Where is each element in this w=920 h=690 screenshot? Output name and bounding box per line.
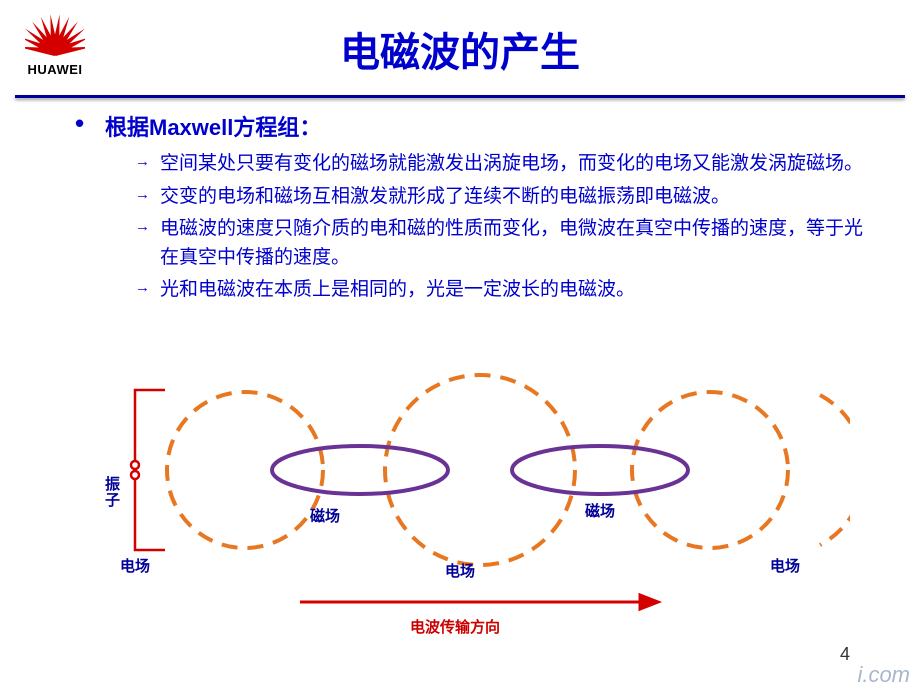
- e-field-circles: [167, 375, 850, 565]
- diagram-svg: [110, 370, 850, 650]
- e-field-label: 电场: [770, 555, 800, 576]
- sub-bullet: 空间某处只要有变化的磁场就能激发出涡旋电场，而变化的电场又能激发涡旋磁场。: [135, 150, 880, 179]
- title-divider: [15, 95, 905, 98]
- main-bullet: 根据Maxwell方程组：: [75, 110, 880, 142]
- sub-bullet-list: 空间某处只要有变化的磁场就能激发出涡旋电场，而变化的电场又能激发涡旋磁场。 交变…: [75, 150, 880, 305]
- dipole-icon: [131, 390, 165, 550]
- em-wave-diagram: 振子 电场 电场 电场 磁场 磁场 电波传输方向: [110, 370, 850, 650]
- dipole-label: 振子: [105, 478, 125, 510]
- h-field-ellipses: [272, 446, 688, 494]
- propagation-arrow-icon: [300, 595, 658, 609]
- slide-title: 电磁波的产生: [0, 20, 920, 78]
- e-field-label: 电场: [445, 560, 475, 581]
- e-field-label: 电场: [120, 555, 150, 576]
- h-field-label: 磁场: [585, 500, 615, 521]
- sub-bullet: 电磁波的速度只随介质的电和磁的性质而变化，电微波在真空中传播的速度，等于光在真空…: [135, 215, 880, 272]
- sub-bullet: 光和电磁波在本质上是相同的，光是一定波长的电磁波。: [135, 276, 880, 305]
- sub-bullet: 交变的电场和磁场互相激发就形成了连续不断的电磁振荡即电磁波。: [135, 183, 880, 212]
- footer-url-fragment: i.com: [857, 662, 910, 688]
- h-field-label: 磁场: [310, 505, 340, 526]
- content-area: 根据Maxwell方程组： 空间某处只要有变化的磁场就能激发出涡旋电场，而变化的…: [75, 110, 880, 309]
- page-number: 4: [840, 644, 850, 665]
- propagation-label: 电波传输方向: [410, 616, 500, 637]
